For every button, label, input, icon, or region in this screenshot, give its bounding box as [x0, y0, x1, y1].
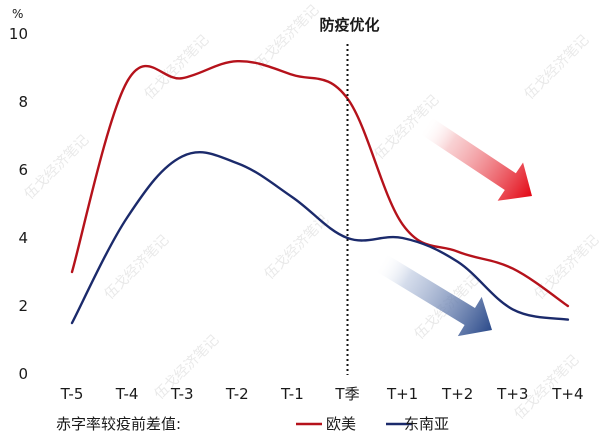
y-tick-label: 6 [18, 161, 28, 179]
series-line-southeast-asia [70, 151, 570, 325]
x-tick-label: T+4 [551, 385, 583, 403]
series-lines [70, 59, 570, 325]
x-tick-label: T-1 [280, 385, 304, 403]
x-tick-label: T-4 [115, 385, 139, 403]
y-axis: % 0 2 4 6 8 10 [9, 7, 28, 383]
watermark-text: 伍戈经济笔记 [252, 2, 323, 73]
y-tick-label: 2 [18, 297, 28, 315]
arrow-europe-us-icon [419, 116, 532, 201]
trend-arrows [374, 116, 532, 337]
x-tick-label: T季 [334, 385, 359, 403]
x-tick-label: T+2 [441, 385, 473, 403]
watermark-text: 伍戈经济笔记 [522, 32, 593, 103]
legend-title: 赤字率较疫前差值: [56, 415, 181, 433]
annotation: 防疫优化 [319, 16, 380, 375]
x-tick-label: T-2 [225, 385, 249, 403]
y-tick-label: 10 [9, 25, 28, 43]
watermark-text: 伍戈经济笔记 [22, 132, 93, 203]
x-axis: T-5 T-4 T-3 T-2 T-1 T季 T+1 T+2 T+3 T+4 [60, 385, 584, 403]
watermark-text: 伍戈经济笔记 [532, 232, 600, 303]
legend: 赤字率较疫前差值: 欧美 东南亚 [56, 415, 449, 433]
x-tick-label: T-5 [60, 385, 84, 403]
x-tick-label: T+3 [496, 385, 528, 403]
y-tick-label: 8 [18, 93, 28, 111]
legend-label: 东南亚 [404, 415, 449, 433]
y-tick-label: 4 [18, 229, 28, 247]
y-tick-label: 0 [18, 365, 28, 383]
y-axis-unit: % [12, 7, 23, 21]
x-tick-label: T+1 [386, 385, 418, 403]
series-line-europe-us [70, 59, 570, 308]
arrow-southeast-asia-icon [374, 253, 493, 337]
x-tick-label: T-3 [170, 385, 194, 403]
annotation-label: 防疫优化 [319, 16, 379, 34]
legend-label: 欧美 [326, 415, 356, 433]
